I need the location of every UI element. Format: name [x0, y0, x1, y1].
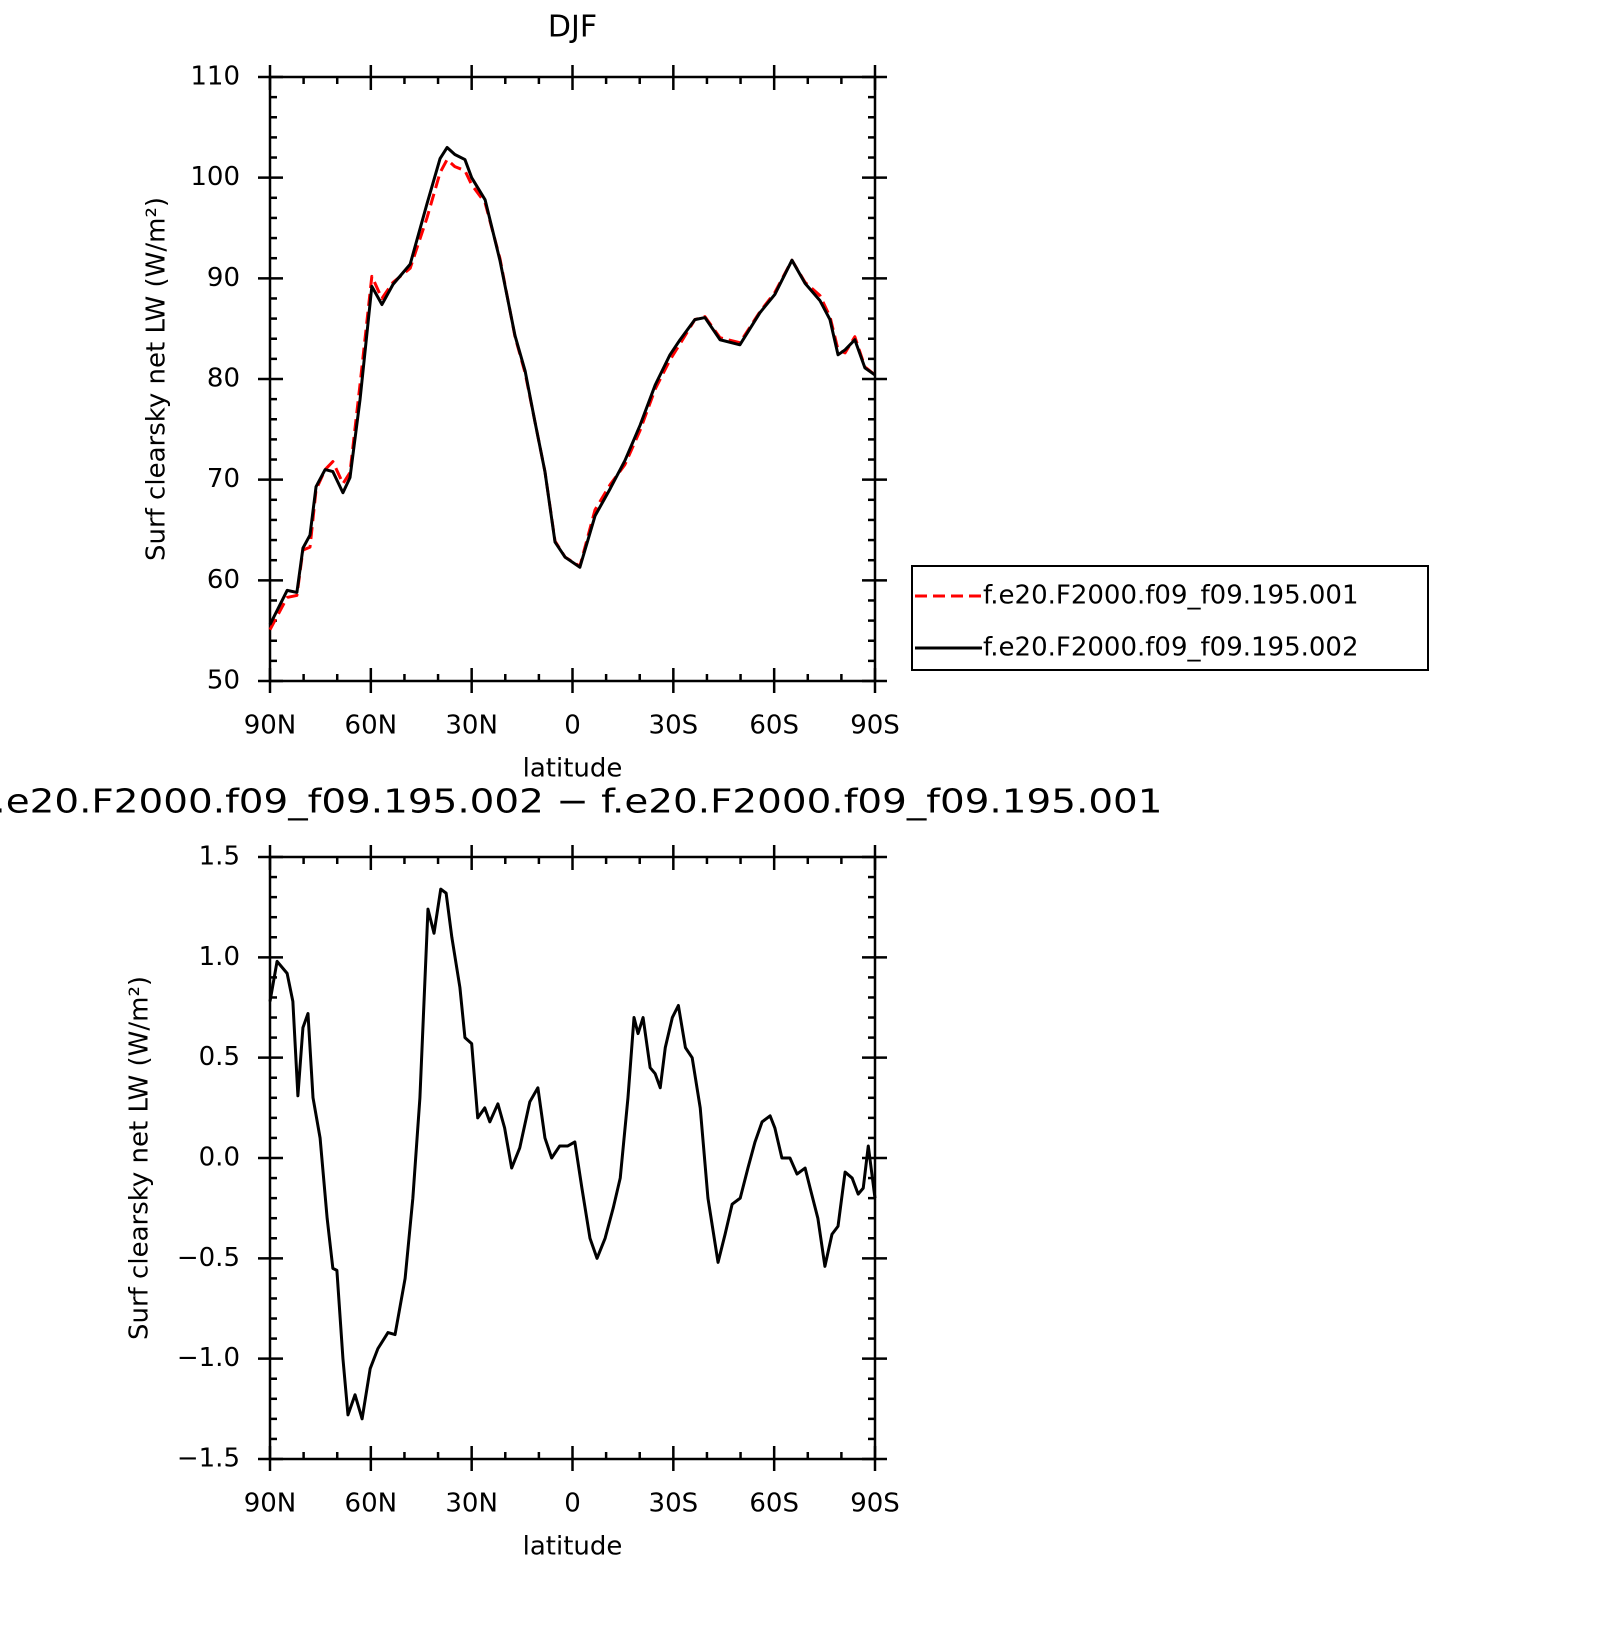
y-tick-label: −1.5: [177, 1444, 240, 1474]
y-tick-label: 0.0: [199, 1143, 240, 1173]
legend-label: f.e20.F2000.f09_f09.195.001: [983, 581, 1359, 611]
y-tick-label: −0.5: [177, 1243, 240, 1273]
legend-box: [911, 565, 1429, 671]
chart-title: f.e20.F2000.f09_f09.195.002 − f.e20.F200…: [0, 782, 1163, 821]
x-tick-label: 60S: [749, 711, 799, 741]
y-tick-label: −1.0: [177, 1343, 240, 1373]
y-axis-label: Surf clearsky net LW (W/m²): [125, 976, 155, 1340]
x-tick-label: 30S: [649, 711, 699, 741]
y-tick-label: 60: [207, 565, 240, 595]
y-tick-label: 110: [190, 62, 240, 92]
x-tick-label: 0: [564, 711, 581, 741]
x-axis-label: latitude: [523, 1532, 623, 1562]
y-tick-label: 80: [207, 364, 240, 394]
x-tick-label: 60N: [345, 1489, 398, 1519]
y-tick-label: 0.5: [199, 1042, 240, 1072]
x-tick-label: 60N: [345, 711, 398, 741]
line-series: [268, 145, 876, 626]
x-tick-label: 60S: [749, 1489, 799, 1519]
x-tick-label: 90N: [244, 711, 297, 741]
x-axis-label: latitude: [523, 754, 623, 784]
x-tick-label: 90S: [850, 711, 900, 741]
y-tick-label: 100: [190, 162, 240, 192]
y-tick-label: 70: [207, 464, 240, 494]
y-tick-label: 50: [207, 666, 240, 696]
y-tick-label: 1.0: [199, 942, 240, 972]
x-tick-label: 30N: [445, 1489, 498, 1519]
x-tick-label: 90S: [850, 1489, 900, 1519]
y-axis-label: Surf clearsky net LW (W/m²): [142, 197, 172, 561]
x-tick-label: 30S: [649, 1489, 699, 1519]
chart-title: DJF: [548, 10, 597, 45]
x-tick-label: 30N: [445, 711, 498, 741]
x-tick-label: 0: [564, 1489, 581, 1519]
y-tick-label: 90: [207, 263, 240, 293]
line-series: [268, 887, 877, 1421]
y-tick-label: 1.5: [199, 842, 240, 872]
x-tick-label: 90N: [244, 1489, 297, 1519]
legend-label: f.e20.F2000.f09_f09.195.002: [983, 633, 1359, 663]
